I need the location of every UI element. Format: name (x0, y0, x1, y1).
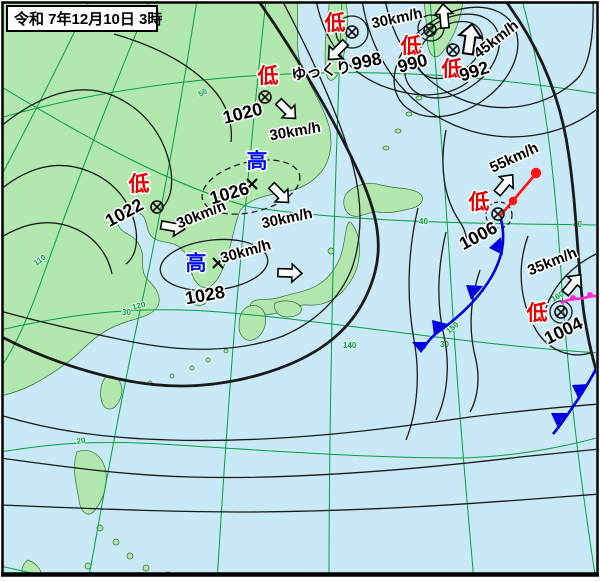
land-hokkaido (343, 183, 423, 217)
isobar-line (404, 13, 500, 99)
warm-front-semicircle (508, 196, 518, 206)
high-center-icon (246, 178, 258, 190)
isobar-line (3, 3, 380, 388)
latitude-10-line (3, 566, 34, 573)
high-label: 高 (186, 251, 207, 275)
isobar-line (385, 3, 594, 109)
graticule-label: 30 (440, 340, 449, 349)
isobar-line (3, 493, 596, 513)
graticule-label: 40 (573, 220, 582, 229)
isobar-line (316, 3, 469, 96)
warm-front-semicircle (530, 167, 542, 179)
isobar-line (3, 403, 596, 442)
land-ryukyu-islands (147, 348, 229, 386)
isobar-line (3, 3, 361, 350)
isobar-line (549, 300, 573, 324)
isobar-line (545, 253, 596, 309)
land-sakhalin (324, 3, 348, 81)
land-kuril-islands (382, 95, 423, 151)
warm-front (499, 169, 540, 217)
cold-front-triangle (551, 413, 568, 428)
high-center-icon (212, 257, 224, 269)
isobar-line (485, 201, 513, 229)
cold-front-triangle (572, 384, 589, 400)
graticule-label: 40 (419, 217, 428, 226)
longitude-130-line (217, 3, 267, 573)
isobar-line (405, 207, 419, 441)
land-luzon (74, 450, 107, 515)
cold-front-triangle (432, 320, 448, 336)
stationary-front-semicircle (570, 295, 576, 301)
chart-title: 令和 7年12月10日 3時 (14, 10, 162, 28)
low-label: 低 (441, 57, 463, 81)
cold-front-triangle (412, 342, 429, 353)
longitude-150-line (429, 3, 474, 573)
latitude-20-line (3, 437, 596, 459)
low-label: 低 (324, 11, 346, 35)
high-label: 高 (247, 149, 268, 173)
isobar-line (159, 238, 269, 292)
graticule-label: 120 (131, 300, 147, 312)
isobar-line (113, 33, 233, 143)
isobar-line (3, 448, 596, 479)
isobar-line (201, 159, 301, 215)
isobar-line (520, 235, 591, 356)
low-label: 低 (257, 64, 279, 88)
low-label: 低 (526, 301, 548, 325)
system-centers (150, 23, 568, 319)
low-label: 低 (128, 172, 150, 196)
low-label: 低 (468, 190, 490, 214)
stationary-front-semicircle (587, 292, 593, 298)
graticule-label: 30 (122, 308, 131, 317)
title-box: 令和 7年12月10日 3時 (6, 5, 162, 32)
longitude-110-line (3, 3, 150, 365)
longitude-140-line (328, 3, 343, 573)
land-corner-island (21, 559, 42, 573)
cold-front-triangle (466, 285, 483, 300)
land-jeju (191, 298, 207, 306)
graticule-label: 140 (343, 341, 357, 350)
isobar-line (335, 15, 369, 49)
isobar-line (3, 222, 113, 275)
graticule-label: 20 (76, 436, 87, 446)
latitude-40-line (3, 87, 596, 226)
isobar-line (442, 129, 468, 251)
fronts (412, 167, 596, 435)
longitude-120-line (89, 3, 198, 573)
isobar-line (435, 231, 448, 421)
latitude-30-line (3, 309, 596, 354)
low-label: 低 (400, 34, 422, 58)
cold-front-triangle (489, 237, 503, 255)
isobar-line (505, 3, 596, 375)
isobar-line (361, 3, 596, 138)
land-shikoku (274, 300, 302, 318)
isobar-line (3, 164, 138, 265)
land-asia (3, 3, 332, 396)
isobar-line (3, 89, 173, 209)
